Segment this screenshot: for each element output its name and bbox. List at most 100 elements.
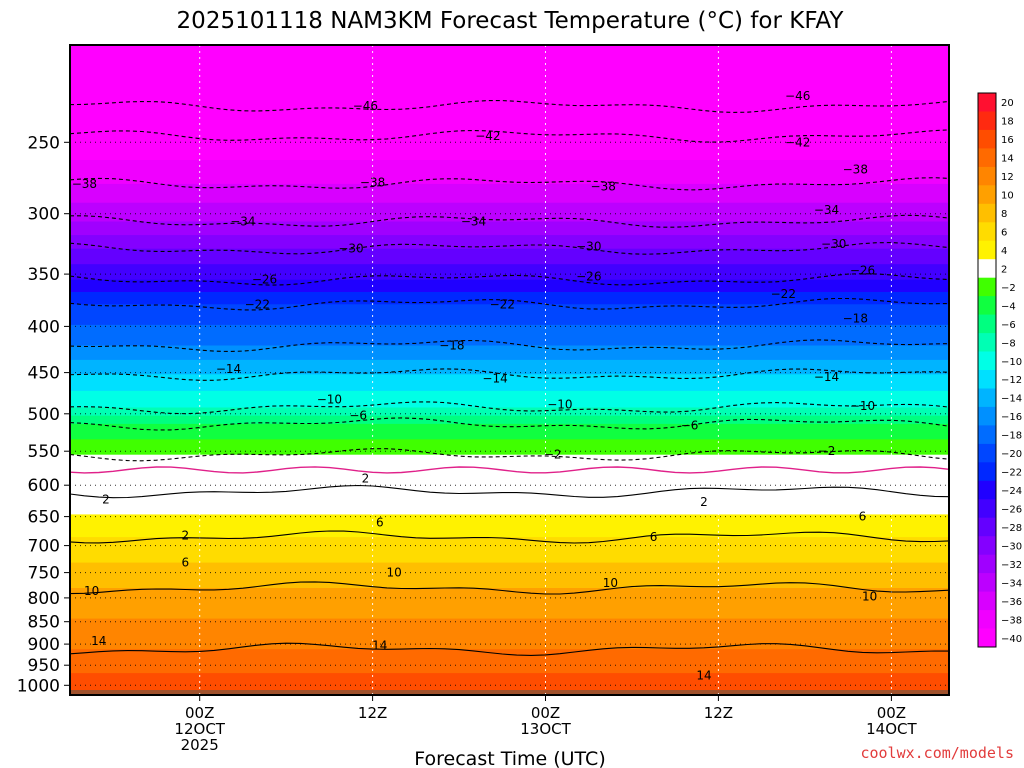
temperature-band xyxy=(70,649,949,662)
contour-label: −46 xyxy=(353,99,378,113)
colorbar-swatch xyxy=(978,203,996,223)
y-tick-label: 900 xyxy=(28,635,60,655)
contour-label: 14 xyxy=(372,638,387,652)
temperature-band xyxy=(70,352,949,361)
colorbar-swatch xyxy=(978,296,996,315)
temperature-band xyxy=(70,464,949,474)
contour-label: −42 xyxy=(475,129,500,143)
contour-label: −6 xyxy=(681,418,699,432)
colorbar-label: −10 xyxy=(1001,357,1022,368)
temperature-band xyxy=(70,454,949,465)
x-tick-label: 00Z xyxy=(877,704,906,722)
ground-layer xyxy=(70,690,949,695)
temperature-band xyxy=(70,431,949,440)
contour-label: −14 xyxy=(216,362,241,376)
contour-label: 6 xyxy=(181,556,189,570)
temperature-band xyxy=(70,264,949,273)
contour-label: −38 xyxy=(72,177,97,191)
contour-label: −38 xyxy=(843,163,868,177)
colorbar-swatch xyxy=(978,111,996,131)
temperature-band xyxy=(70,70,949,89)
contour-label: 6 xyxy=(650,530,658,544)
temperature-band xyxy=(70,113,949,122)
colorbar-swatch xyxy=(978,610,996,629)
contour-label: −22 xyxy=(490,297,515,311)
contour-label: −6 xyxy=(349,408,367,422)
contour-label: 2 xyxy=(102,492,110,506)
x-tick-label: 00Z xyxy=(185,704,214,722)
temperature-band xyxy=(70,256,949,265)
contour-label: −38 xyxy=(360,176,385,190)
y-tick-label: 750 xyxy=(28,564,60,584)
y-tick-label: 550 xyxy=(28,442,60,462)
temperature-band xyxy=(70,241,949,250)
temperature-band xyxy=(70,514,949,527)
isotherm-line xyxy=(70,530,949,544)
temperature-band xyxy=(70,482,949,493)
temperature-band xyxy=(70,285,949,293)
contour-label: 2 xyxy=(700,495,708,509)
y-tick-label: 950 xyxy=(28,656,60,676)
temperature-band xyxy=(70,345,949,354)
plot-frame xyxy=(69,44,950,696)
contour-label: 10 xyxy=(387,566,402,580)
y-tick-label: 500 xyxy=(28,405,60,425)
contour-label: −34 xyxy=(814,203,839,217)
temperature-band xyxy=(70,271,949,281)
temperature-band xyxy=(70,549,949,564)
contour-label: −18 xyxy=(843,312,868,326)
x-tick-label: 13OCT xyxy=(520,720,571,738)
colorbar-label: −16 xyxy=(1001,412,1022,423)
temperature-band xyxy=(70,439,949,448)
isotherm-line xyxy=(70,484,949,499)
colorbar-swatch xyxy=(978,351,996,371)
contour-label: −22 xyxy=(245,297,270,311)
x-axis-label: Forecast Time (UTC) xyxy=(414,748,605,768)
contour-label: −34 xyxy=(461,215,486,229)
temperature-band xyxy=(70,335,949,347)
contour-label: −26 xyxy=(252,273,277,287)
colorbar-label: −6 xyxy=(1001,320,1016,331)
x-tick-label: 14OCT xyxy=(866,720,917,738)
temperature-band xyxy=(70,183,949,194)
colorbar-label: −28 xyxy=(1001,523,1022,534)
temperature-band xyxy=(70,171,949,185)
temperature-band xyxy=(70,160,949,173)
temperature-band xyxy=(70,324,949,336)
temperature-band xyxy=(70,106,949,115)
y-tick-label: 600 xyxy=(28,476,60,496)
contour-label: −30 xyxy=(338,242,363,256)
temperature-band xyxy=(70,473,949,484)
isotherm-line xyxy=(70,642,949,656)
y-tick-label: 1000 xyxy=(17,676,60,696)
chart-title: 2025101118 NAM3KM Forecast Temperature (… xyxy=(177,8,845,34)
colorbar-label: −4 xyxy=(1001,301,1016,312)
temperature-band xyxy=(70,202,949,213)
colorbar-swatch xyxy=(978,370,996,389)
colorbar-label: −24 xyxy=(1001,486,1022,497)
colorbar-label: 10 xyxy=(1001,191,1014,202)
temperature-band xyxy=(70,228,949,236)
contour-label: −26 xyxy=(576,269,601,283)
colorbar-swatch xyxy=(978,148,996,168)
colorbar-swatch xyxy=(978,333,996,352)
colorbar-label: −8 xyxy=(1001,338,1016,349)
y-tick-label: 800 xyxy=(28,589,60,609)
contour-label: −46 xyxy=(785,89,810,103)
colorbar-label: −34 xyxy=(1001,578,1022,589)
colorbar-label: 16 xyxy=(1001,135,1014,146)
contour-label: −18 xyxy=(439,339,464,353)
temperature-band xyxy=(70,279,949,287)
temperature-band xyxy=(70,235,949,243)
colorbar-swatch xyxy=(978,462,996,482)
temperature-band xyxy=(70,407,949,413)
colorbar-swatch xyxy=(978,425,996,445)
colorbar-label: −20 xyxy=(1001,449,1022,460)
temperature-band xyxy=(70,575,949,589)
credit-link[interactable]: coolwx.com/models xyxy=(860,744,1014,762)
temperature-band xyxy=(70,603,949,620)
y-tick-label: 300 xyxy=(28,205,60,225)
colorbar-swatch xyxy=(978,277,996,297)
isotherm-line xyxy=(70,417,949,431)
colorbar-swatch xyxy=(978,185,996,205)
